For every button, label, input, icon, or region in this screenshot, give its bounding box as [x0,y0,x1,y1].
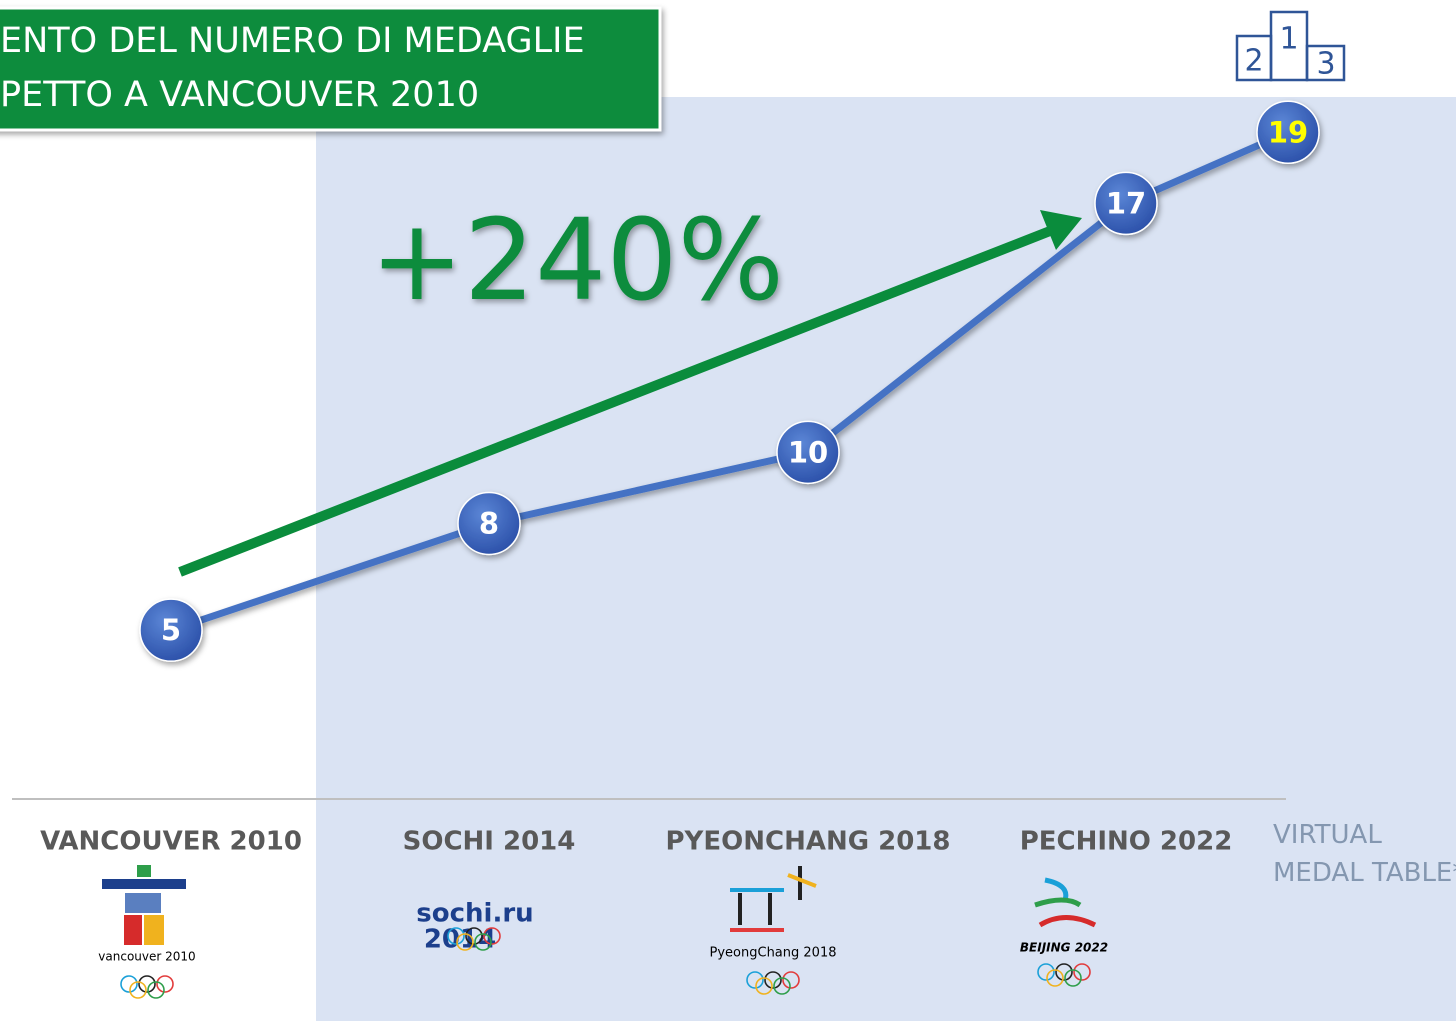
ring [1037,963,1055,981]
ring [447,927,465,945]
ring [746,971,764,989]
point-marker [1094,171,1158,236]
ring [483,927,501,945]
ring [138,975,156,993]
data-label: 17 [1106,186,1146,220]
x-tick-label: VIRTUAL MEDAL TABLE* [1273,820,1456,888]
data-label: 19 [1268,115,1308,149]
point-marker [1256,100,1320,165]
arrow-head [1040,210,1082,250]
beijing-logo [1034,877,1097,928]
title-box [0,6,662,132]
ring [782,971,800,989]
x-tick-label: PECHINO 2022 [1020,827,1233,857]
logo-text: BEIJING 2022 [1020,941,1108,955]
logo-text: PyeongChang 2018 [710,946,837,961]
point-marker [139,598,203,662]
point-marker [457,491,521,556]
ring [120,975,138,993]
pyeongchang-logo [730,866,817,932]
data-label: 10 [788,435,828,469]
x-tick-label: VANCOUVER 2010 [40,827,302,857]
highlight-area [316,97,1456,1021]
podium-digit: 1 [1279,22,1298,57]
x-tick-label: PYEONCHANG 2018 [666,827,951,857]
point-marker [776,420,840,485]
ring [147,981,165,999]
ring [474,933,492,951]
vancouver-logo [102,865,186,945]
logo-text: sochi.ru [416,899,533,929]
ring [1064,969,1082,987]
olympic-rings [120,927,1091,999]
label-line: MEDAL TABLE* [1273,858,1456,888]
ring [1046,969,1064,987]
logo-text: vancouver 2010 [98,950,195,964]
ring [129,981,147,999]
data-label: 5 [161,613,181,647]
annotation: +240% [370,196,784,326]
title-line: PETTO A VANCOUVER 2010 [0,75,479,115]
ring [755,977,773,995]
ring [456,933,474,951]
x-tick-label: SOCHI 2014 [403,827,576,857]
podium-digit: 3 [1316,47,1335,82]
ring [1073,963,1091,981]
data-label: 8 [479,506,499,540]
title-line: ENTO DEL NUMERO DI MEDAGLIE [0,21,585,61]
ring [156,975,174,993]
ring [773,977,791,995]
ring [1055,963,1073,981]
ring [465,927,483,945]
podium-icon [1235,10,1346,82]
trend-arrow [178,226,1052,577]
label-line: VIRTUAL [1273,820,1382,850]
podium-digit: 2 [1244,44,1263,79]
ring [764,971,782,989]
